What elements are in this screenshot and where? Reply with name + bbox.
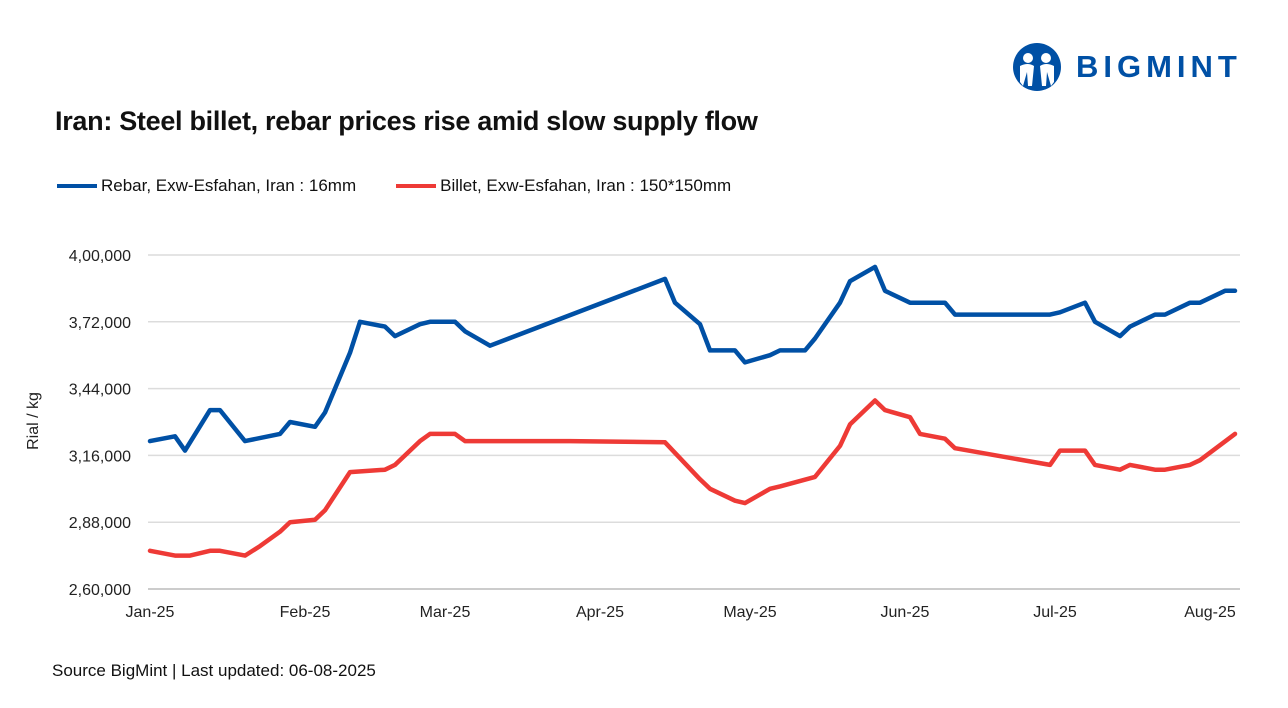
logo-emblem-icon bbox=[1013, 43, 1061, 91]
source-note: Source BigMint | Last updated: 06-08-202… bbox=[52, 661, 376, 680]
x-tick-label: Feb-25 bbox=[280, 604, 331, 621]
legend-item-rebar: Rebar, Exw-Esfahan, Iran : 16mm bbox=[57, 176, 356, 196]
series-lines bbox=[147, 264, 1238, 558]
y-tick-label: 2,60,000 bbox=[69, 582, 131, 599]
legend-label-rebar: Rebar, Exw-Esfahan, Iran : 16mm bbox=[101, 176, 357, 195]
y-tick-label: 3,44,000 bbox=[69, 382, 131, 399]
bigmint-logo: BIGMINT bbox=[1012, 42, 1242, 92]
y-tick-label: 3,16,000 bbox=[69, 448, 131, 465]
x-tick-labels: Jan-25 Feb-25 Mar-25 Apr-25 May-25 Jun-25 Jul-… bbox=[126, 604, 1236, 621]
y-tick-label: 2,88,000 bbox=[69, 515, 131, 532]
x-tick-label: Mar-25 bbox=[420, 604, 471, 621]
y-tick-labels: 2,60,000 2,88,000 3,16,000 3,44,000 3,72,000… bbox=[69, 248, 131, 599]
rebar-line bbox=[147, 264, 1238, 453]
chart-title: Iran: Steel billet, rebar prices rise am… bbox=[55, 106, 758, 136]
legend: Rebar, Exw-Esfahan, Iran : 16mm Billet, … bbox=[57, 176, 771, 196]
x-tick-label: May-25 bbox=[723, 604, 776, 621]
y-axis-label: Rial / kg bbox=[25, 392, 42, 450]
legend-label-billet: Billet, Exw-Esfahan, Iran : 150*150mm bbox=[440, 176, 732, 195]
legend-item-billet: Billet, Exw-Esfahan, Iran : 150*150mm bbox=[396, 176, 731, 196]
logo-text: BIGMINT bbox=[1076, 49, 1242, 84]
x-tick-label: Apr-25 bbox=[576, 604, 624, 621]
legend-swatch-rebar bbox=[57, 184, 97, 188]
x-tick-label: Jan-25 bbox=[126, 604, 175, 621]
legend-swatch-billet bbox=[396, 184, 437, 188]
y-tick-label: 4,00,000 bbox=[69, 248, 131, 265]
y-tick-label: 3,72,000 bbox=[69, 315, 131, 332]
x-tick-label: Jul-25 bbox=[1033, 604, 1077, 621]
x-tick-label: Aug-25 bbox=[1184, 604, 1236, 621]
x-tick-label: Jun-25 bbox=[881, 604, 930, 621]
billet-line bbox=[147, 398, 1238, 558]
